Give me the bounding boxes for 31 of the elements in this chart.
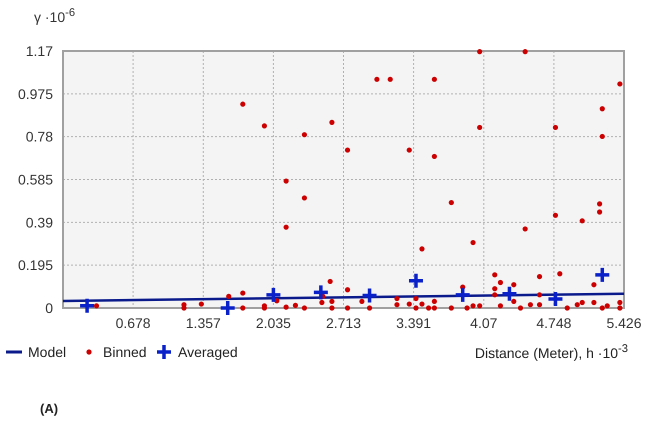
point <box>594 266 612 284</box>
point <box>78 297 96 315</box>
y-tick-label: 0 <box>45 300 54 316</box>
point <box>546 290 564 308</box>
legend-label: Model <box>28 344 66 360</box>
point <box>360 286 378 304</box>
legend-label: Averaged <box>178 344 238 360</box>
y-tick-label: 0.195 <box>18 257 54 274</box>
x-axis-title: Distance (Meter), h ·10$^{-3}$ <box>474 343 628 361</box>
point <box>264 286 282 304</box>
x-tick-label: 0.678 <box>116 315 151 331</box>
y-axis-title: γ ·10$^{-6}$ <box>34 7 76 25</box>
x-tick-label: 4.748 <box>536 315 572 331</box>
y-tick-label: 0.585 <box>18 172 54 188</box>
point <box>407 272 425 290</box>
text: (A) <box>40 401 58 416</box>
y-tick-label: 0.975 <box>18 86 54 102</box>
x-tick-label: 5.426 <box>606 315 642 331</box>
point <box>312 284 330 302</box>
point <box>500 284 518 302</box>
x-tick-label: 2.713 <box>326 315 362 331</box>
point <box>454 286 472 304</box>
x-tick-label: 3.391 <box>396 315 432 331</box>
x-tick-label: 4.07 <box>470 315 498 331</box>
y-tick-label: 0.39 <box>26 214 54 230</box>
legend-label: Binned <box>103 344 147 360</box>
y-tick-label: 0.78 <box>26 128 54 145</box>
x-tick-label: 1.357 <box>186 315 222 331</box>
x-tick-label: 2.035 <box>256 315 292 331</box>
y-tick-label: 1.17 <box>26 43 54 59</box>
point <box>218 299 236 317</box>
